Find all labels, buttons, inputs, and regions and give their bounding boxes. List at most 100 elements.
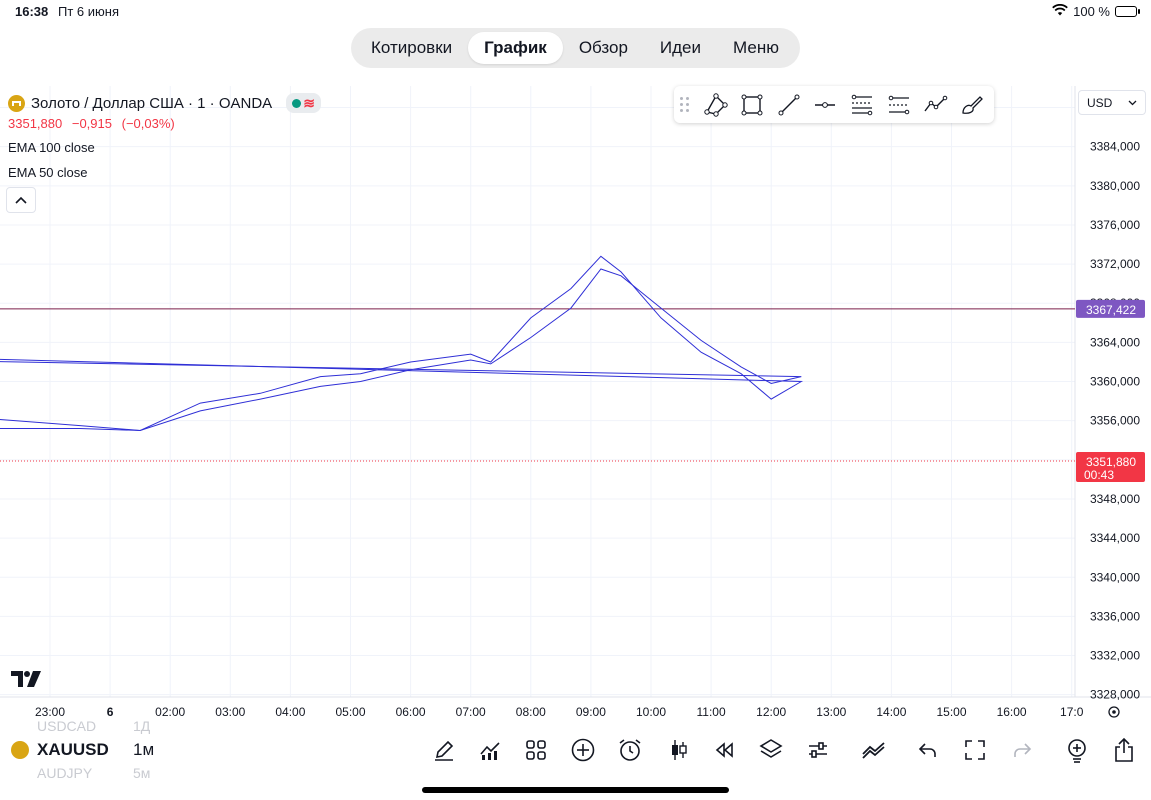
symbol-picker[interactable]: XAUUSD (37, 740, 109, 759)
indicators-icon[interactable] (476, 736, 504, 764)
draw-icon[interactable] (430, 736, 458, 764)
horizontal-line-label: 3367,422 (1086, 303, 1136, 317)
time-tick-label: 23:00 (35, 705, 65, 719)
rectangle-icon[interactable] (736, 90, 769, 120)
currency-value: USD (1087, 95, 1113, 110)
chart-legend: Золото / Доллар США · 1 · OANDA ≋ 3351,8… (8, 92, 321, 184)
tab-overview[interactable]: Обзор (578, 38, 628, 57)
settings-icon[interactable] (804, 736, 832, 764)
time-tick-label: 04:00 (275, 705, 305, 719)
collapse-legend-button[interactable] (6, 187, 36, 213)
tradingview-logo (11, 668, 41, 692)
horizontal-line-label-bg (1076, 299, 1145, 318)
drawing-toolbar (674, 86, 994, 123)
status-date: Пт 6 июня (58, 4, 119, 19)
new-idea-icon[interactable] (1063, 736, 1091, 764)
tab-chart[interactable]: График (468, 32, 563, 64)
price-tick-label: 3328,000 (1090, 688, 1140, 702)
price-tick-label: 3384,000 (1090, 140, 1140, 154)
battery-icon (1115, 6, 1140, 17)
path-icon[interactable] (919, 90, 952, 120)
ema100-legend[interactable]: EMA 100 close (8, 140, 95, 155)
chart-type-icon[interactable] (665, 736, 693, 764)
share-icon[interactable] (1110, 736, 1138, 764)
layers-icon[interactable] (757, 736, 785, 764)
status-time: 16:38 (15, 4, 49, 19)
last-price-label-bg (1076, 451, 1145, 482)
parallel-channel-icon[interactable] (882, 90, 915, 120)
ema50-legend[interactable]: EMA 50 close (8, 165, 88, 180)
wifi-icon (1052, 3, 1068, 19)
undo-icon[interactable] (914, 736, 942, 764)
price-tick-label: 3340,000 (1090, 570, 1140, 584)
price-tick-label: 3372,000 (1090, 257, 1140, 271)
compare-icon[interactable] (860, 736, 888, 764)
time-tick-label: 05:00 (335, 705, 365, 719)
home-indicator[interactable] (422, 787, 729, 793)
price-tick-label: 3348,000 (1090, 492, 1140, 506)
symbol-title[interactable]: Золото / Доллар США · 1 · OANDA (31, 94, 273, 112)
time-tick-label: 6 (107, 705, 114, 719)
price-tick-label: 3356,000 (1090, 414, 1140, 428)
price-tick-label: 3344,000 (1090, 531, 1140, 545)
battery-percent: 100 % (1073, 4, 1110, 19)
price-tick-label: 3380,000 (1090, 179, 1140, 193)
main-nav: Котировки График Обзор Идеи Меню (351, 28, 800, 68)
status-bar: 16:38 Пт 6 июня 100 % (0, 0, 1151, 24)
interval-picker[interactable]: 1м (133, 740, 155, 759)
time-tick-label: 16:00 (997, 705, 1027, 719)
time-tick-label: 10:00 (636, 705, 666, 719)
fullscreen-icon[interactable] (961, 736, 989, 764)
price-change-row: 3351,880 −0,915 (−0,03%) (8, 116, 321, 134)
time-tick-label: 12:00 (756, 705, 786, 719)
time-tick-label: 15:00 (936, 705, 966, 719)
legend-price: 3351,880 (8, 116, 63, 131)
time-tick-label: 02:00 (155, 705, 185, 719)
time-tick-label: 11:00 (697, 705, 726, 719)
price-tick-label: 3364,000 (1090, 335, 1140, 349)
legend-change: −0,915 (71, 116, 112, 131)
gold-coin-icon (11, 741, 29, 759)
market-status-pill[interactable]: ≋ (286, 93, 321, 113)
time-tick-label: 08:00 (516, 705, 546, 719)
ghost-symbol-below[interactable]: AUDJPY (37, 765, 93, 781)
time-tick-label: 14:00 (876, 705, 906, 719)
brush-icon[interactable] (955, 90, 988, 120)
tab-menu[interactable]: Меню (733, 38, 779, 57)
axis-settings-icon (1108, 706, 1120, 718)
drag-handle-icon[interactable] (680, 96, 690, 113)
last-price-label: 3351,880 (1086, 455, 1136, 469)
legend-change-pct: (−0,03%) (121, 116, 175, 131)
delayed-data-icon: ≋ (303, 94, 315, 111)
tab-ideas[interactable]: Идеи (659, 38, 702, 57)
chevron-down-icon (1128, 100, 1137, 105)
ema50-line (0, 255, 804, 432)
add-icon[interactable] (569, 736, 597, 764)
replay-icon[interactable] (710, 736, 738, 764)
time-tick-label: 07:00 (456, 705, 486, 719)
alert-icon[interactable] (616, 736, 644, 764)
status-right: 100 % (1052, 3, 1140, 19)
layouts-icon[interactable] (522, 736, 550, 764)
redo-icon[interactable] (1008, 736, 1036, 764)
pattern-icon[interactable] (700, 90, 733, 120)
horizontal-line-icon[interactable] (809, 90, 842, 120)
time-tick-label: 13:00 (816, 705, 846, 719)
time-tick-label: 03:00 (215, 705, 245, 719)
gold-coin-icon (8, 94, 25, 112)
time-tick-label: 06:00 (396, 705, 426, 719)
ghost-interval-above[interactable]: 1Д (133, 718, 151, 734)
countdown-label: 00:43 (1084, 468, 1114, 482)
market-open-icon (292, 98, 302, 108)
price-tick-label: 3336,000 (1090, 609, 1140, 623)
time-tick-label: 17:0 (1060, 705, 1084, 719)
ema100-line (0, 268, 802, 432)
trend-line-icon[interactable] (773, 90, 806, 120)
price-tick-label: 3376,000 (1090, 218, 1140, 232)
chevron-up-icon (15, 196, 27, 204)
fib-retracement-icon[interactable] (846, 90, 879, 120)
tab-quotes[interactable]: Котировки (371, 38, 453, 57)
ghost-interval-below[interactable]: 5м (133, 765, 151, 781)
currency-select[interactable]: USD (1078, 90, 1146, 115)
ghost-symbol-above[interactable]: USDCAD (37, 718, 97, 734)
